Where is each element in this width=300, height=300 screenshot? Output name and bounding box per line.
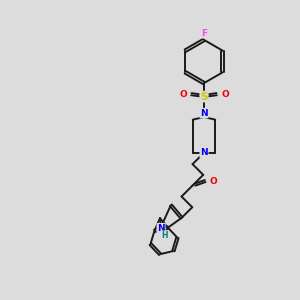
Text: N: N bbox=[157, 224, 165, 233]
Text: F: F bbox=[201, 29, 207, 38]
Text: N: N bbox=[200, 148, 208, 157]
Text: O: O bbox=[210, 176, 218, 185]
Text: O: O bbox=[179, 90, 187, 99]
Text: S: S bbox=[200, 92, 208, 102]
Text: H: H bbox=[162, 231, 168, 240]
Text: O: O bbox=[221, 90, 229, 99]
Text: N: N bbox=[200, 109, 208, 118]
